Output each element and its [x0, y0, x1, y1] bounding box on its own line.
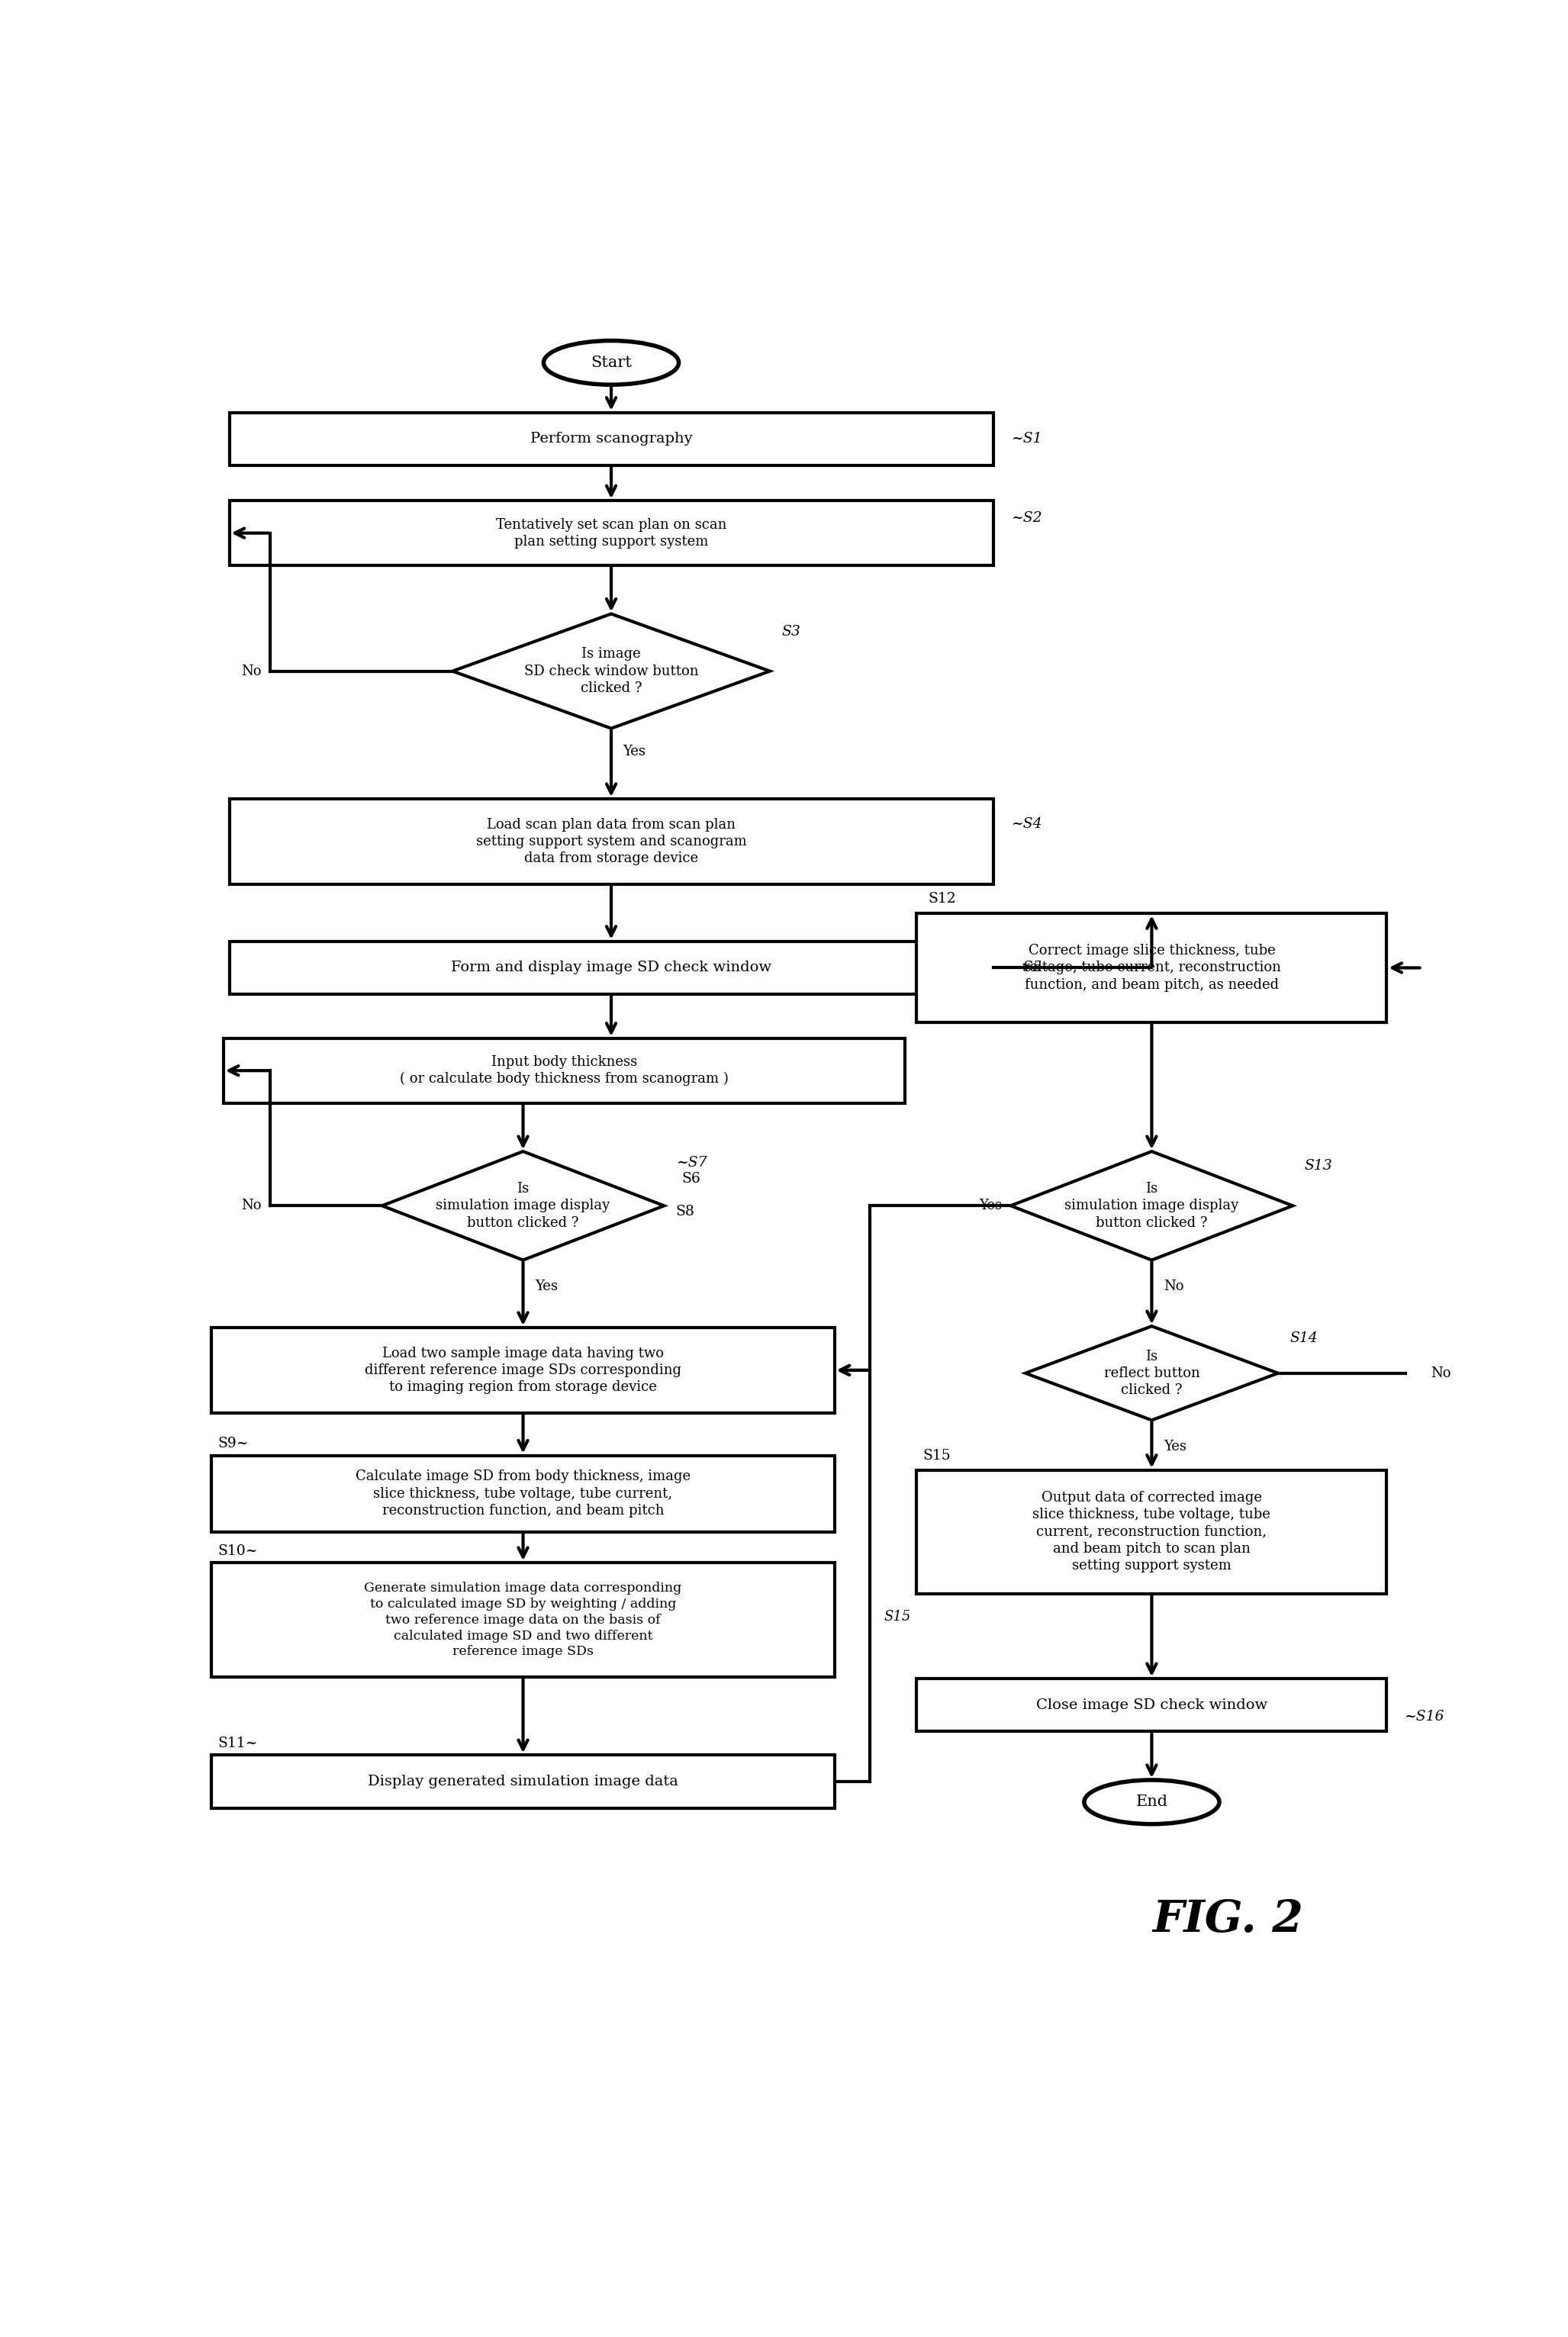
Bar	[229, 414, 993, 465]
Text: Yes: Yes	[622, 746, 646, 760]
Bar	[229, 799, 993, 883]
Text: ~S1: ~S1	[1011, 432, 1041, 446]
Bar	[917, 914, 1386, 1021]
Text: Output data of corrected image
slice thickness, tube voltage, tube
current, reco: Output data of corrected image slice thi…	[1033, 1491, 1270, 1573]
Text: End: End	[1135, 1795, 1168, 1809]
Ellipse shape	[544, 341, 679, 386]
Text: S15: S15	[884, 1610, 911, 1624]
Text: Is
simulation image display
button clicked ?: Is simulation image display button click…	[1065, 1183, 1239, 1229]
Ellipse shape	[1083, 1781, 1220, 1825]
Bar	[212, 1327, 834, 1414]
Bar	[917, 1678, 1386, 1732]
Polygon shape	[453, 615, 770, 729]
Bar	[917, 1470, 1386, 1594]
Text: No: No	[241, 1199, 262, 1213]
Text: S3: S3	[781, 624, 800, 638]
Text: Is image
SD check window button
clicked ?: Is image SD check window button clicked …	[524, 647, 698, 694]
Text: Start: Start	[591, 355, 632, 369]
Text: Yes: Yes	[1163, 1440, 1187, 1454]
Text: S10~: S10~	[218, 1545, 257, 1559]
Text: Form and display image SD check window: Form and display image SD check window	[452, 961, 771, 975]
Bar	[212, 1456, 834, 1531]
Text: Display generated simulation image data: Display generated simulation image data	[368, 1774, 679, 1788]
Bar	[223, 1038, 905, 1103]
Text: Is
reflect button
clicked ?: Is reflect button clicked ?	[1104, 1348, 1200, 1398]
Text: ~S16: ~S16	[1405, 1711, 1444, 1725]
Text: Close image SD check window: Close image SD check window	[1036, 1699, 1267, 1713]
Text: S8: S8	[676, 1206, 695, 1218]
Text: S14: S14	[1290, 1332, 1317, 1344]
Text: Perform scanography: Perform scanography	[530, 432, 693, 446]
Text: S13: S13	[1305, 1159, 1333, 1173]
Text: ~S5: ~S5	[1011, 961, 1041, 975]
Text: Correct image slice thickness, tube
voltage, tube current, reconstruction
functi: Correct image slice thickness, tube volt…	[1022, 944, 1281, 991]
Text: ~S4: ~S4	[1011, 818, 1041, 830]
Bar	[229, 500, 993, 566]
Text: Load two sample image data having two
different reference image SDs correspondin: Load two sample image data having two di…	[365, 1346, 682, 1395]
Text: ~S2: ~S2	[1011, 512, 1041, 526]
Text: S9~: S9~	[218, 1437, 248, 1451]
Text: Yes: Yes	[978, 1199, 1002, 1213]
Text: Is
simulation image display
button clicked ?: Is simulation image display button click…	[436, 1183, 610, 1229]
Bar	[212, 1563, 834, 1678]
Text: S6: S6	[682, 1171, 701, 1185]
Bar	[229, 942, 993, 993]
Text: Load scan plan data from scan plan
setting support system and scanogram
data fro: Load scan plan data from scan plan setti…	[475, 818, 746, 865]
Polygon shape	[1025, 1325, 1278, 1421]
Polygon shape	[1011, 1152, 1292, 1260]
Text: No: No	[1430, 1367, 1450, 1381]
Text: Generate simulation image data corresponding
to calculated image SD by weighting: Generate simulation image data correspon…	[364, 1582, 682, 1659]
Text: S12: S12	[928, 893, 956, 907]
Text: No: No	[241, 664, 262, 678]
Text: FIG. 2: FIG. 2	[1152, 1898, 1303, 1942]
Text: Input body thickness
( or calculate body thickness from scanogram ): Input body thickness ( or calculate body…	[400, 1056, 729, 1087]
Text: S11~: S11~	[218, 1736, 257, 1750]
Bar	[212, 1755, 834, 1809]
Text: Calculate image SD from body thickness, image
slice thickness, tube voltage, tub: Calculate image SD from body thickness, …	[356, 1470, 690, 1517]
Polygon shape	[383, 1152, 665, 1260]
Text: Yes: Yes	[535, 1281, 558, 1292]
Text: ~S7: ~S7	[676, 1157, 707, 1171]
Text: S15: S15	[922, 1449, 950, 1463]
Text: No: No	[1163, 1281, 1184, 1292]
Text: Tentatively set scan plan on scan
plan setting support system: Tentatively set scan plan on scan plan s…	[495, 519, 726, 549]
